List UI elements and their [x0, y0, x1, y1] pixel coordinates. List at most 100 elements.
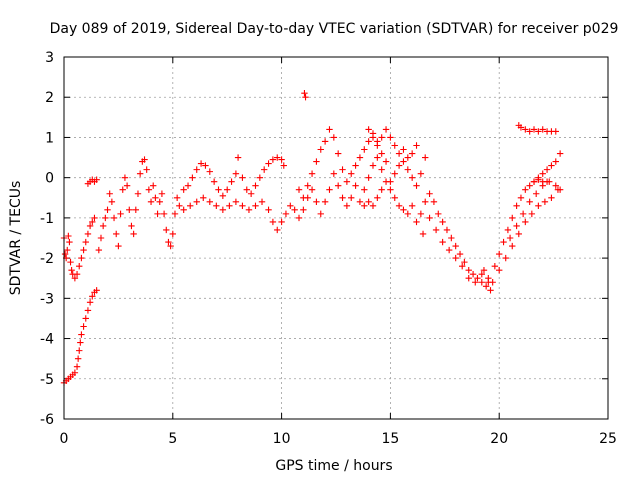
data-point — [215, 186, 222, 193]
data-point — [445, 246, 453, 254]
data-point — [509, 242, 516, 250]
data-point — [169, 230, 176, 238]
data-point — [330, 134, 338, 141]
data-point — [291, 206, 298, 214]
data-point — [552, 158, 559, 165]
data-point — [280, 162, 287, 169]
data-point — [104, 206, 111, 214]
data-point — [71, 369, 79, 376]
data-point — [343, 178, 351, 185]
y-tick-label: 1 — [45, 130, 54, 146]
data-point — [339, 166, 346, 173]
data-point — [76, 347, 83, 354]
data-point — [302, 94, 309, 101]
data-point — [295, 214, 303, 222]
data-point — [73, 363, 81, 370]
data-point — [491, 262, 499, 270]
data-point — [517, 194, 525, 201]
data-point — [301, 90, 308, 97]
series-upper-arcs — [180, 154, 287, 199]
data-point — [526, 182, 533, 189]
data-point — [369, 134, 377, 141]
data-point — [89, 293, 96, 300]
data-point — [535, 202, 542, 210]
data-point — [334, 182, 342, 189]
data-point — [541, 198, 549, 205]
data-point — [115, 242, 122, 250]
data-point — [404, 166, 412, 173]
data-point — [123, 182, 131, 189]
data-point — [422, 198, 429, 205]
data-point — [400, 206, 407, 214]
data-point — [417, 210, 425, 218]
data-point — [239, 174, 246, 181]
data-point — [374, 154, 381, 161]
data-point — [93, 287, 100, 294]
series-initial-drop — [60, 176, 100, 282]
data-point — [417, 170, 425, 177]
y-tick-label: 2 — [45, 90, 54, 106]
series-peak-cluster — [356, 126, 429, 218]
data-point — [78, 254, 85, 262]
data-point — [365, 138, 372, 145]
data-point — [474, 275, 481, 282]
data-point — [84, 230, 92, 238]
data-point — [391, 142, 398, 149]
data-point — [395, 162, 403, 169]
data-point — [369, 162, 377, 169]
data-point — [245, 206, 253, 214]
data-point — [552, 128, 559, 135]
data-point — [509, 214, 516, 222]
series-lower-arcs — [180, 170, 359, 234]
y-tick-label: -6 — [40, 412, 54, 428]
data-point — [472, 279, 479, 286]
data-point — [143, 166, 150, 173]
data-point — [252, 182, 259, 189]
data-point — [232, 170, 240, 177]
series-descending-band — [413, 190, 494, 294]
x-tick-label: 10 — [273, 431, 291, 447]
series-upper-right — [515, 122, 559, 185]
data-point — [193, 166, 200, 173]
data-point — [321, 198, 329, 205]
series-mid-rising — [295, 126, 385, 201]
data-point — [361, 202, 368, 210]
data-point — [452, 254, 459, 262]
data-point — [160, 210, 168, 218]
data-point — [400, 146, 407, 153]
data-point — [413, 218, 420, 226]
data-point — [239, 202, 246, 210]
data-point — [234, 154, 242, 161]
data-point — [117, 210, 124, 218]
data-point — [496, 250, 503, 258]
data-point — [452, 242, 459, 250]
data-point — [102, 214, 109, 222]
data-point — [193, 198, 200, 205]
data-point — [219, 206, 227, 214]
data-point — [522, 186, 529, 193]
data-point — [439, 238, 446, 246]
data-point — [502, 254, 509, 262]
y-tick-label: 3 — [45, 50, 54, 66]
y-tick-label: -3 — [40, 291, 54, 307]
data-point — [506, 234, 514, 242]
data-point — [522, 218, 529, 226]
data-point — [68, 266, 75, 274]
data-point — [513, 222, 520, 230]
data-point — [465, 266, 472, 274]
data-point — [530, 126, 538, 133]
data-point — [150, 182, 157, 189]
data-point — [365, 126, 372, 133]
data-point — [206, 198, 213, 205]
data-point — [395, 150, 403, 157]
data-point — [300, 194, 307, 201]
data-point — [535, 176, 542, 183]
data-point — [224, 186, 231, 193]
data-point — [496, 266, 503, 274]
data-point — [176, 202, 183, 210]
data-point — [391, 194, 398, 201]
data-point — [274, 154, 281, 161]
data-point — [348, 194, 355, 201]
data-point — [226, 202, 233, 210]
